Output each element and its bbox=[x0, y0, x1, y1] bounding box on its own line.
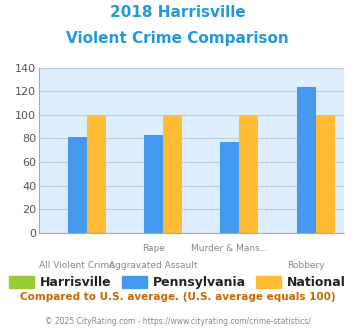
Text: Aggravated Assault: Aggravated Assault bbox=[109, 261, 198, 270]
Text: Violent Crime Comparison: Violent Crime Comparison bbox=[66, 31, 289, 46]
Bar bbox=[163, 115, 182, 233]
Bar bbox=[87, 115, 106, 233]
Text: Rape: Rape bbox=[142, 244, 165, 253]
Text: Robbery: Robbery bbox=[288, 261, 325, 270]
Bar bbox=[144, 135, 163, 233]
Bar bbox=[220, 142, 239, 233]
Bar bbox=[297, 86, 316, 233]
Bar bbox=[239, 115, 258, 233]
Text: Compared to U.S. average. (U.S. average equals 100): Compared to U.S. average. (U.S. average … bbox=[20, 292, 335, 302]
Text: 2018 Harrisville: 2018 Harrisville bbox=[110, 5, 245, 20]
Bar bbox=[68, 137, 87, 233]
Text: © 2025 CityRating.com - https://www.cityrating.com/crime-statistics/: © 2025 CityRating.com - https://www.city… bbox=[45, 317, 310, 326]
Text: Murder & Mans...: Murder & Mans... bbox=[191, 244, 268, 253]
Legend: Harrisville, Pennsylvania, National: Harrisville, Pennsylvania, National bbox=[5, 272, 350, 293]
Text: All Violent Crime: All Violent Crime bbox=[39, 261, 115, 270]
Bar bbox=[316, 115, 335, 233]
